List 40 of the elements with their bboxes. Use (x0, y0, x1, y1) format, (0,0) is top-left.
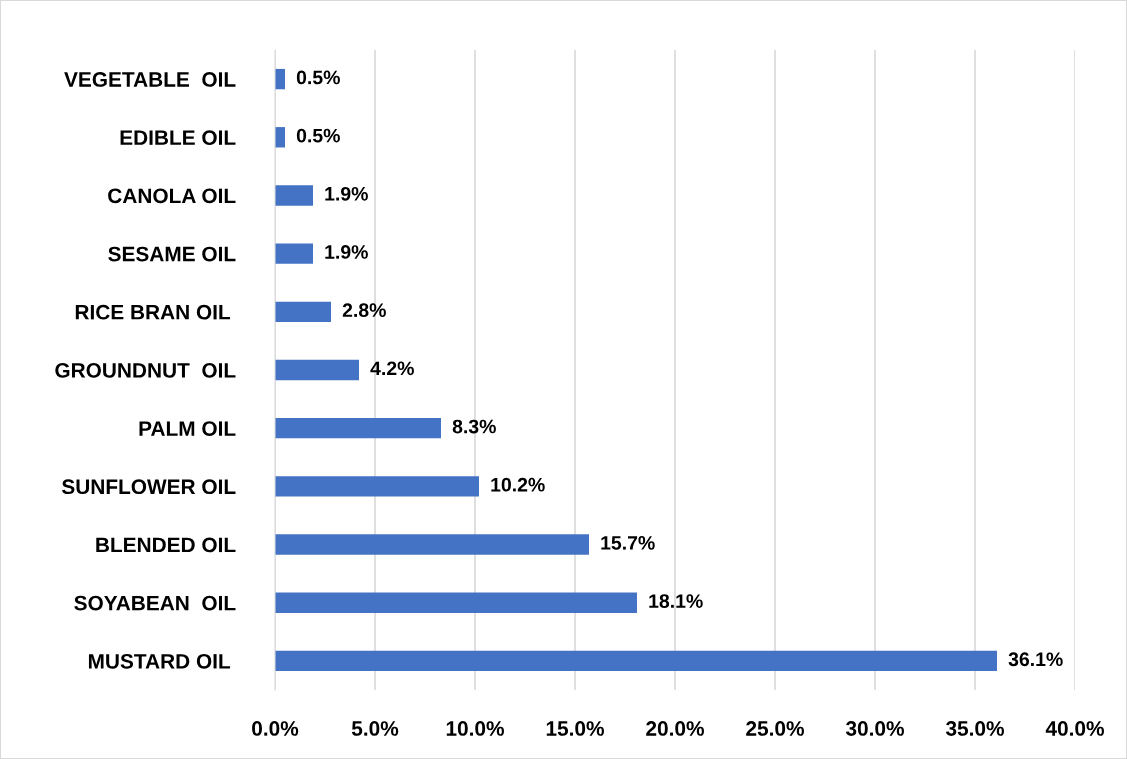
data-label: 10.2% (491, 477, 545, 492)
y-tick-label: EDIBLE OIL (120, 130, 236, 146)
x-tick-label: 30.0% (845, 721, 904, 736)
y-tick-label: BLENDED OIL (96, 537, 236, 553)
y-tick-label: VEGETABLE OIL (64, 72, 236, 87)
bar (275, 359, 359, 381)
bar (275, 534, 589, 555)
bar (275, 418, 441, 439)
data-label: 2.8% (342, 303, 386, 318)
y-tick-label: SUNFLOWER OIL (61, 479, 236, 495)
x-tick-label: 25.0% (746, 721, 804, 736)
y-tick-label: MUSTARD OIL (88, 653, 231, 669)
bar (275, 301, 331, 322)
data-label: 0.5% (296, 128, 340, 143)
bar (275, 185, 313, 206)
data-label: 1.9% (325, 186, 368, 201)
x-tick-label: 0.0% (252, 721, 299, 736)
data-label: 4.2% (370, 361, 414, 376)
x-tick-label: 10.0% (446, 721, 504, 736)
bar (275, 476, 479, 497)
y-tick-label: GROUNDNUT OIL (55, 363, 236, 378)
y-tick-label: RICE BRAN OIL (75, 304, 231, 320)
data-label: 1.9% (325, 245, 368, 259)
x-tick-label: 40.0% (1045, 721, 1104, 736)
data-label: 36.1% (1008, 652, 1063, 667)
y-tick-label: PALM OIL (139, 421, 236, 436)
x-tick-label: 15.0% (546, 721, 604, 736)
x-tick-label: 5.0% (351, 721, 399, 736)
bar (275, 592, 637, 613)
data-label: 8.3% (452, 419, 496, 434)
data-label: 18.1% (649, 594, 703, 608)
bar (275, 243, 313, 264)
x-tick-label: 35.0% (945, 721, 1004, 736)
data-label: 15.7% (601, 536, 655, 550)
y-tick-label: SESAME OIL (108, 246, 236, 262)
bar (275, 650, 997, 672)
x-tick-label: 20.0% (646, 721, 704, 736)
y-tick-label: CANOLA OIL (108, 188, 236, 204)
y-tick-label: SOYABEAN OIL (74, 595, 236, 611)
data-label: 0.5% (296, 70, 340, 85)
